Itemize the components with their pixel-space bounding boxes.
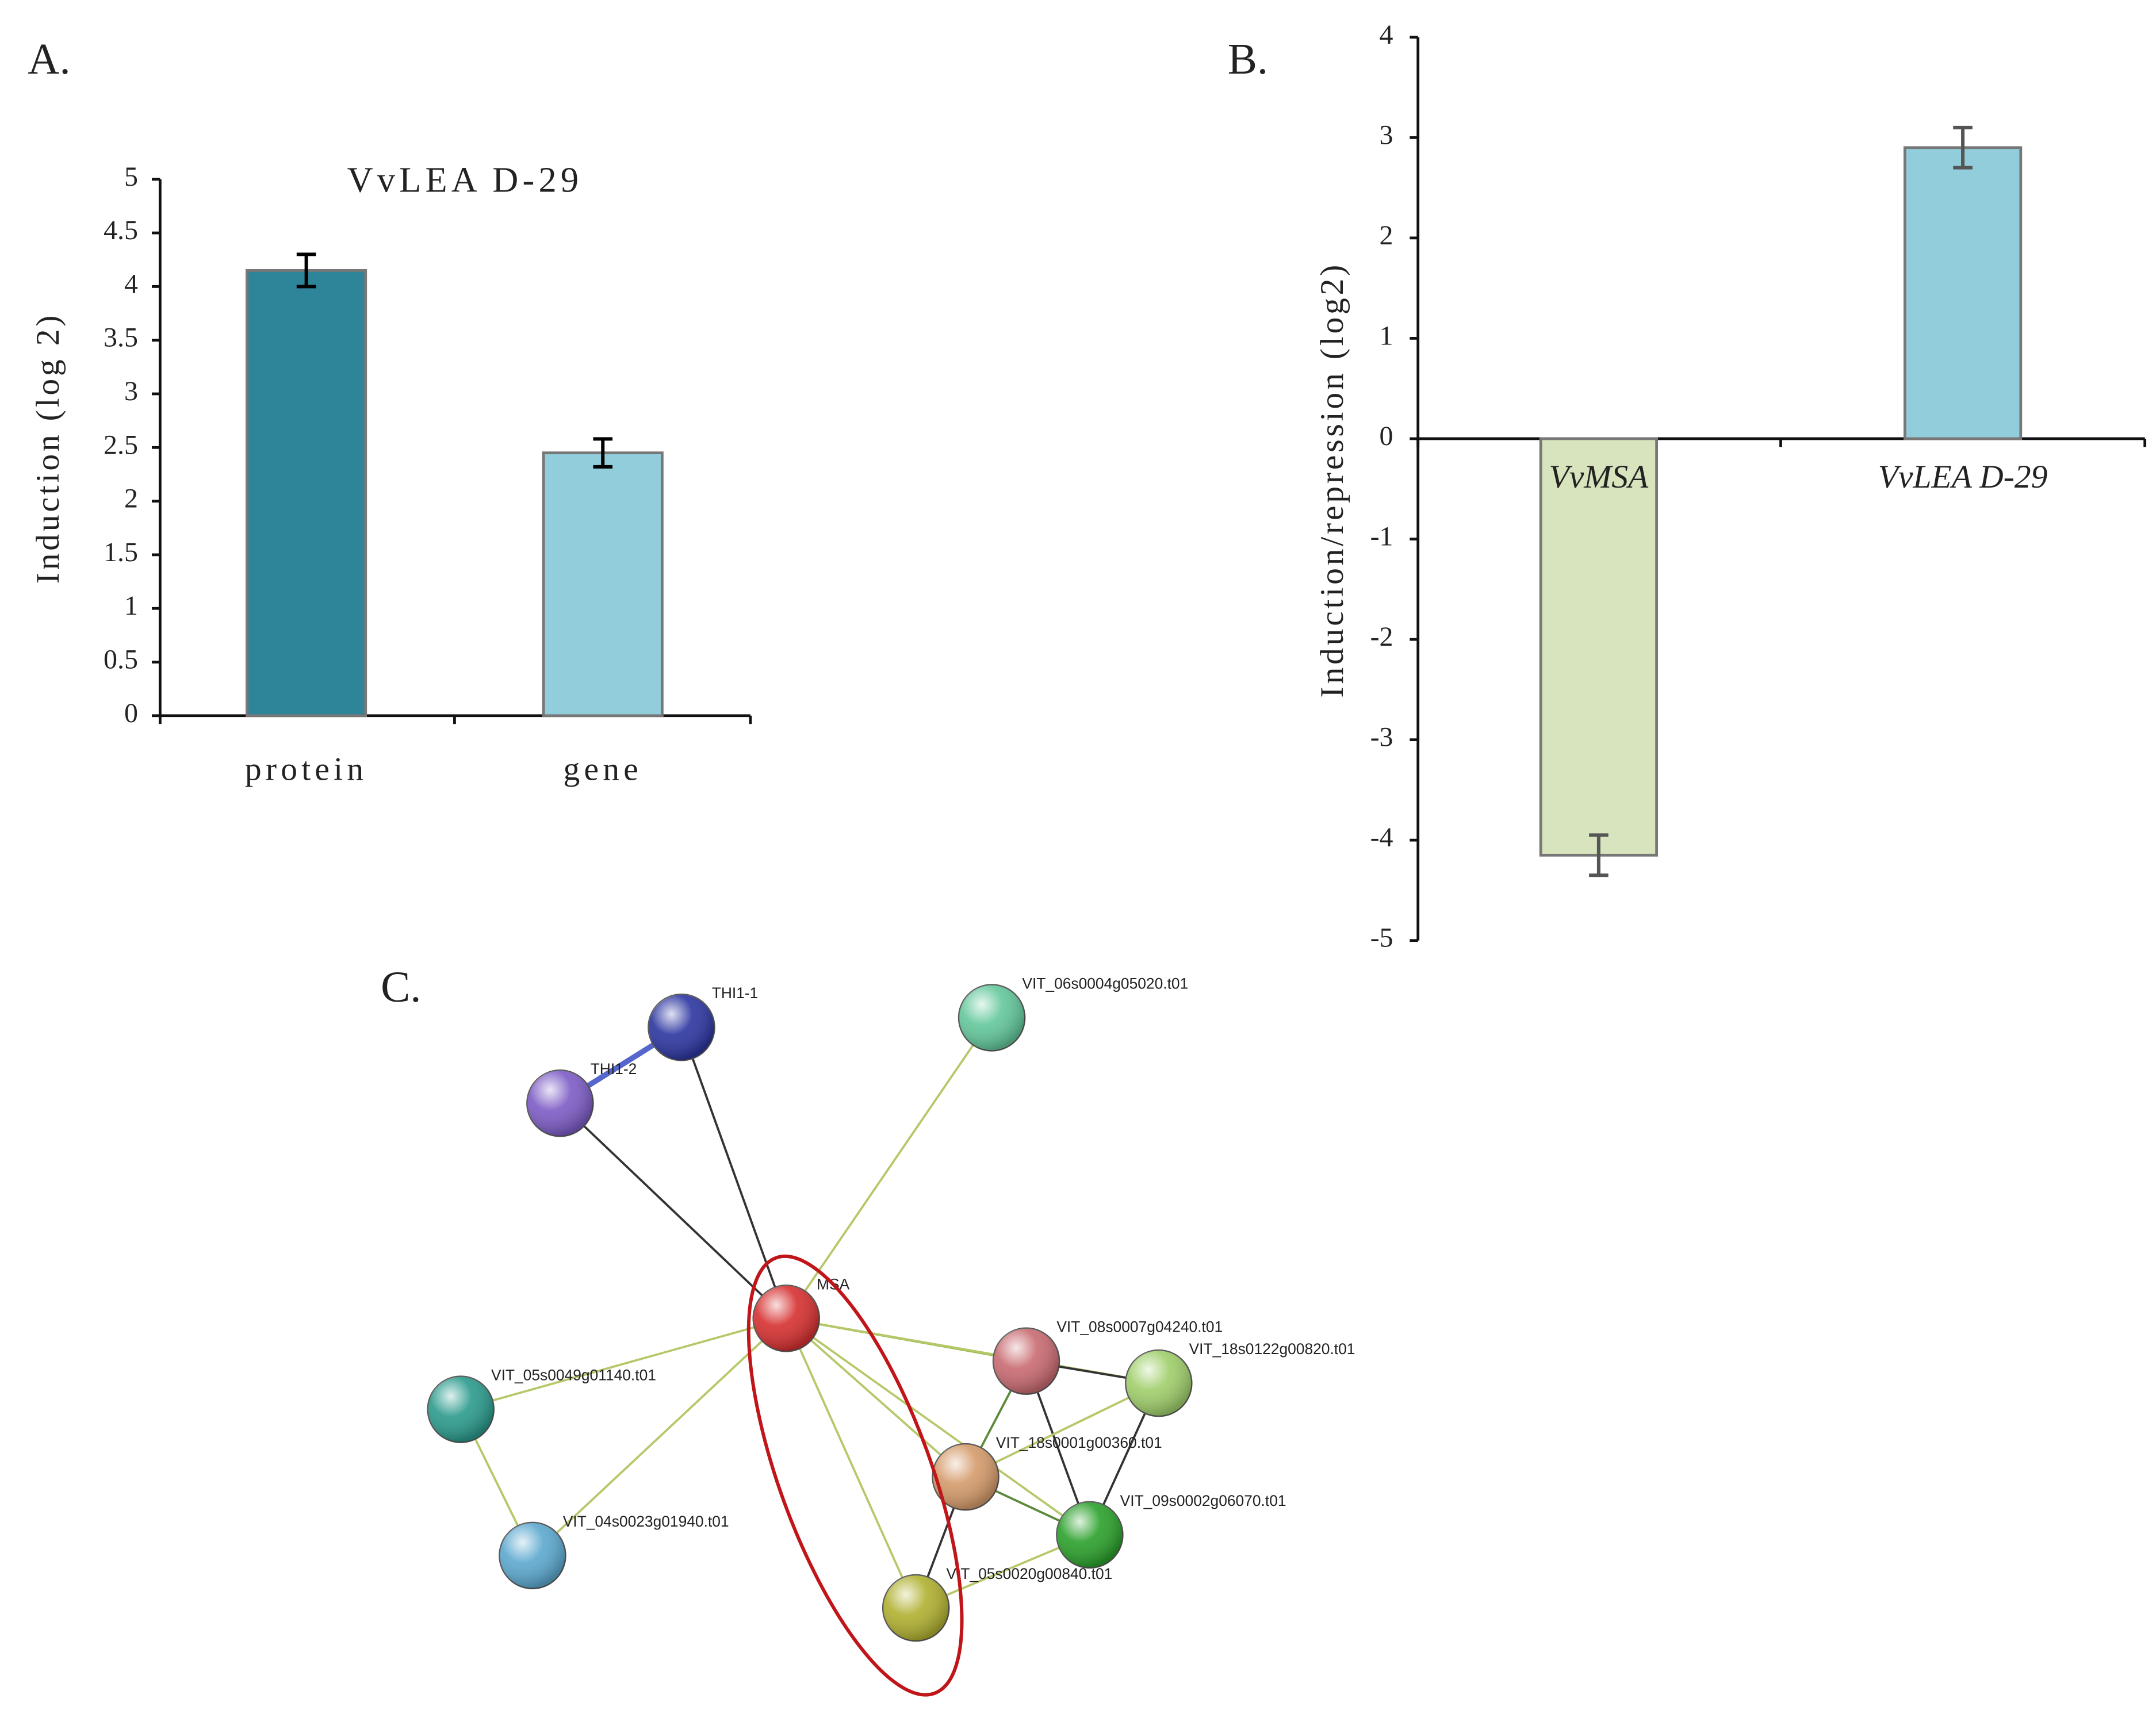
- y-tick-label: -2: [1370, 622, 1393, 652]
- edge: [786, 1317, 1091, 1536]
- y-tick-label: 3.5: [104, 323, 138, 353]
- x-tick-label: gene: [564, 751, 642, 787]
- error-bar: [1953, 125, 1973, 170]
- node-gloss: [499, 1522, 566, 1589]
- y-tick-label: 1: [124, 591, 138, 621]
- node-label: VIT_06s0004g05020.t01: [1022, 975, 1188, 992]
- y-tick-label: -5: [1370, 923, 1393, 953]
- x-tick-label: VvMSA: [1549, 459, 1649, 495]
- node-label: THI1-1: [712, 984, 759, 1002]
- y-tick-label: 0.5: [104, 644, 138, 674]
- y-tick-label: 0: [124, 698, 138, 729]
- edge: [531, 1317, 787, 1556]
- node-gloss: [1125, 1350, 1192, 1417]
- y-tick-label: 1.5: [104, 537, 138, 568]
- node-gloss: [993, 1328, 1060, 1394]
- edge: [785, 1017, 993, 1319]
- edge: [965, 1382, 1159, 1478]
- bar: [1903, 146, 2023, 440]
- edge: [785, 1318, 917, 1609]
- y-tick-label: 4: [1380, 20, 1393, 50]
- node-gloss: [648, 994, 715, 1061]
- y-tick-label: 0: [1380, 421, 1393, 451]
- bar: [246, 269, 367, 718]
- node-label: VIT_05s0049g01140.t01: [491, 1367, 656, 1384]
- bar: [542, 451, 664, 718]
- panel-label: B.: [1228, 34, 1268, 83]
- y-tick-label: -3: [1370, 722, 1393, 753]
- x-tick-label: VvLEA D-29: [1878, 459, 2048, 495]
- y-tick-label: 2: [124, 484, 138, 514]
- y-tick-label: 1: [1380, 320, 1393, 351]
- chart-title: VvLEA D-29: [347, 160, 583, 200]
- node-gloss: [527, 1070, 593, 1137]
- node-label: THI1-2: [591, 1060, 637, 1078]
- node-label: VIT_09s0002g06070.t01: [1120, 1492, 1286, 1509]
- y-tick-label: 4: [124, 269, 138, 299]
- edge: [559, 1102, 787, 1320]
- edge: [460, 1317, 787, 1410]
- node-gloss: [753, 1285, 819, 1352]
- edge: [680, 1027, 788, 1319]
- y-tick-label: 4.5: [104, 215, 138, 246]
- node-gloss: [932, 1444, 999, 1510]
- highlight-ellipse: [746, 1254, 964, 1697]
- y-tick-label: -4: [1370, 822, 1393, 853]
- node-gloss: [427, 1376, 494, 1443]
- error-bar: [1589, 833, 1609, 877]
- y-tick-label: -1: [1370, 522, 1393, 552]
- node-label: VIT_05s0020g00840.t01: [946, 1565, 1112, 1582]
- panel-label: C.: [381, 963, 421, 1011]
- node-label: VIT_18s0122g00820.t01: [1189, 1340, 1355, 1358]
- error-bar: [593, 437, 613, 469]
- y-tick-label: 3: [124, 376, 138, 407]
- error-bar: [296, 252, 316, 289]
- node-label: VIT_04s0023g01940.t01: [563, 1513, 729, 1530]
- node-gloss: [883, 1574, 949, 1642]
- node-label: VIT_08s0007g04240.t01: [1056, 1318, 1223, 1336]
- y-tick-label: 2.5: [104, 430, 138, 460]
- node-gloss: [1056, 1501, 1123, 1568]
- node-label: VIT_18s0001g00360.t01: [996, 1434, 1162, 1451]
- y-tick-label: 3: [1380, 120, 1393, 150]
- y-tick-label: 2: [1380, 220, 1393, 251]
- y-axis-label: Induction (log 2): [30, 313, 66, 584]
- bar: [1539, 437, 1659, 857]
- edge: [785, 1317, 967, 1478]
- node-gloss: [959, 984, 1025, 1051]
- network: THI1-1THI1-2VIT_06s0004g05020.t01MSAVIT_…: [427, 975, 1355, 1697]
- y-tick-label: 5: [124, 162, 138, 192]
- x-tick-label: protein: [245, 751, 367, 787]
- panel-label: A.: [28, 34, 71, 83]
- y-axis-label: Induction/repression (log2): [1314, 262, 1350, 698]
